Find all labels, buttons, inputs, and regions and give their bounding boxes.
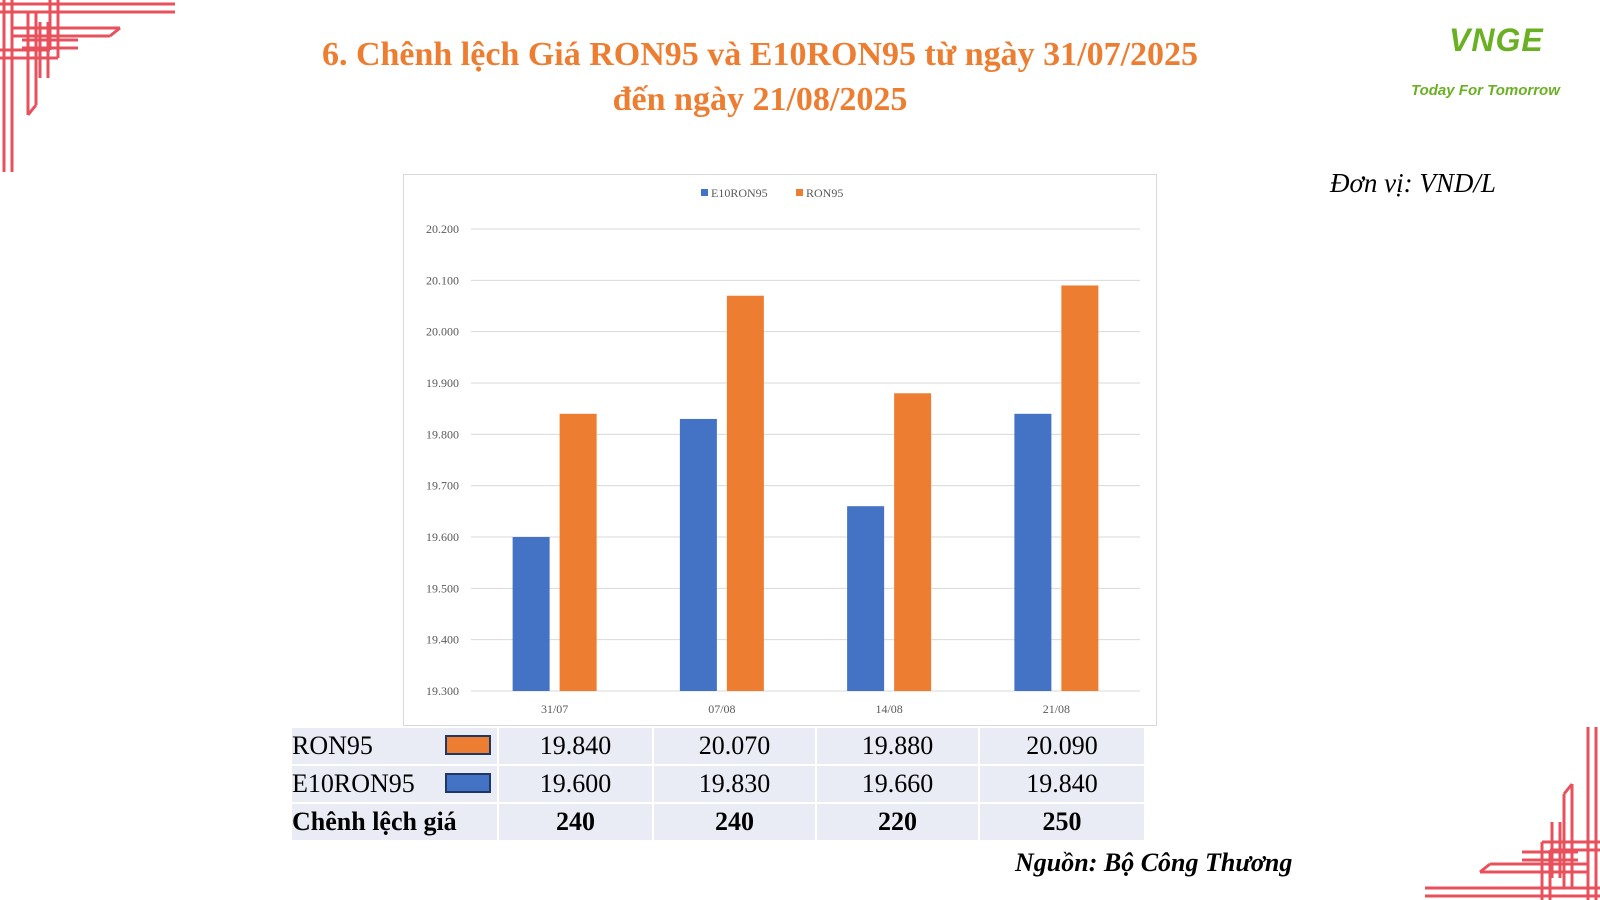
table-cell: 19.660 (815, 765, 979, 803)
title-line-1: 6. Chênh lệch Giá RON95 và E10RON95 từ n… (321, 36, 1199, 73)
table-row-e10ron95: E10RON95 19.600 19.830 19.660 19.840 (292, 765, 1144, 803)
table-cell: 20.090 (978, 728, 1144, 765)
bar-ron95-3 (894, 393, 932, 691)
bar-ron95-1 (559, 413, 597, 691)
title-line-2: đến ngày 21/08/2025 (612, 81, 908, 118)
bar-chart-svg: 19.300 19.400 19.500 19.600 19.700 19.800 19.9… (426, 186, 1140, 716)
page-title: 6. Chênh lệch Giá RON95 và E10RON95 từ n… (180, 32, 1340, 122)
y-tick-label: 19.600 (426, 530, 459, 544)
source-note: Nguồn: Bộ Công Thương (1015, 848, 1293, 877)
y-tick-label: 19.500 (426, 581, 459, 595)
table-cell: 19.840 (497, 728, 653, 765)
row-label-text: E10RON95 (292, 769, 415, 798)
vnge-logo: VNGE Today For Tomorrow (1405, 18, 1585, 108)
bar-e10ron95-1 (512, 537, 550, 691)
y-tick-label: 20.000 (426, 325, 459, 339)
x-tick-label: 21/08 (1043, 702, 1070, 716)
x-tick-label: 07/08 (708, 702, 735, 716)
row-label: Chênh lệch giá (292, 803, 498, 841)
y-tick-label: 19.400 (426, 633, 459, 647)
logo-mark: VNGE (1449, 22, 1544, 58)
y-tick-label: 20.100 (426, 273, 459, 287)
corner-ornament-top-left (0, 0, 175, 172)
unit-label: Đơn vị: VND/L (1330, 168, 1496, 198)
bar-ron95-2 (726, 295, 764, 691)
table-cell: 19.840 (978, 765, 1144, 803)
table-cell: 240 (497, 803, 653, 841)
legend-swatch-ron95 (445, 735, 491, 755)
table-cell: 20.070 (652, 728, 816, 765)
bar-e10ron95-3 (847, 506, 885, 691)
data-table: RON95 19.840 20.070 19.880 20.090 E10RON… (292, 728, 1144, 842)
table-cell: 240 (652, 803, 816, 841)
y-tick-label: 19.900 (426, 376, 459, 390)
bar-chart: 19.300 19.400 19.500 19.600 19.700 19.800 19.9… (403, 174, 1157, 726)
table-cell: 250 (978, 803, 1144, 841)
table-row-ron95: RON95 19.840 20.070 19.880 20.090 (292, 728, 1144, 765)
corner-ornament-bottom-right (1425, 727, 1600, 900)
legend-marker-e10ron95 (701, 189, 708, 196)
row-label: RON95 (292, 728, 498, 765)
table-row-price-difference: Chênh lệch giá 240 240 220 250 (292, 803, 1144, 841)
table-cell: 19.830 (652, 765, 816, 803)
row-label: E10RON95 (292, 765, 498, 803)
bar-e10ron95-2 (679, 418, 717, 691)
legend-label-ron95: RON95 (806, 186, 843, 200)
x-tick-label: 14/08 (875, 702, 902, 716)
y-tick-label: 20.200 (426, 222, 459, 236)
x-tick-label: 31/07 (541, 702, 568, 716)
y-tick-label: 19.800 (426, 427, 459, 441)
legend-label-e10ron95: E10RON95 (711, 186, 768, 200)
row-label-text: RON95 (292, 731, 373, 760)
legend-swatch-e10ron95 (445, 773, 491, 793)
table-cell: 19.600 (497, 765, 653, 803)
row-label-text: Chênh lệch giá (292, 807, 457, 836)
bar-ron95-4 (1061, 285, 1099, 691)
bar-e10ron95-4 (1014, 413, 1052, 691)
y-tick-label: 19.700 (426, 479, 459, 493)
legend-marker-ron95 (796, 189, 803, 196)
table-cell: 220 (815, 803, 979, 841)
table-cell: 19.880 (815, 728, 979, 765)
y-tick-label: 19.300 (426, 684, 459, 698)
logo-tagline: Today For Tomorrow (1411, 82, 1560, 99)
